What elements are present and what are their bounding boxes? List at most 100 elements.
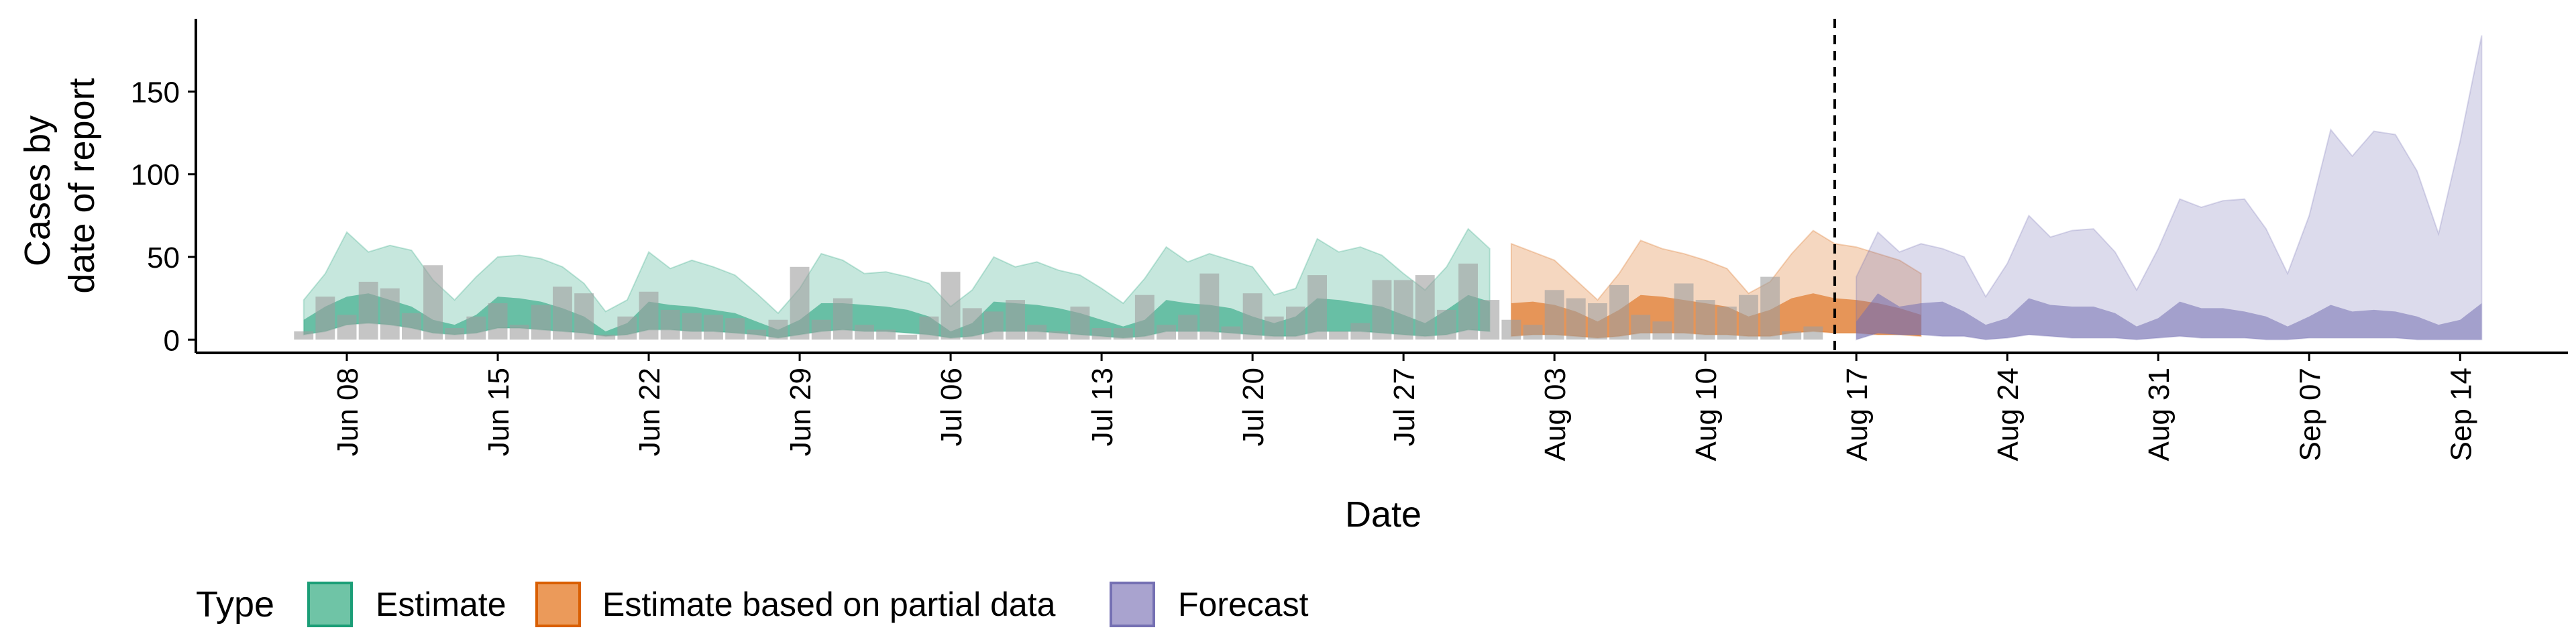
x-tick-label: Jul 06 <box>935 368 968 446</box>
observed-bar <box>1480 300 1500 340</box>
legend-swatch-estimate <box>307 582 353 627</box>
observed-bar <box>1372 280 1392 340</box>
observed-bar <box>1091 328 1112 340</box>
observed-bar <box>1006 300 1025 340</box>
observed-bar <box>876 329 896 340</box>
y-axis-label-line-2: date of report <box>62 78 102 293</box>
y-tick-label: 150 <box>131 76 180 109</box>
x-axis-ticks: Jun 08 Jun 15 Jun 22 Jun 29 Jul 06 Jul 13 Jul … <box>331 353 2477 461</box>
observed-bar <box>1307 275 1327 340</box>
observed-bar <box>1588 303 1607 340</box>
observed-bar <box>1501 319 1521 340</box>
observed-bar <box>574 293 594 340</box>
observed-bar <box>704 315 723 340</box>
y-axis-ticks: 0 50 100 150 <box>131 76 196 357</box>
observed-bar <box>983 311 1004 340</box>
observed-bar <box>1652 321 1672 340</box>
legend-swatch-forecast <box>1110 582 1155 627</box>
observed-bar <box>1544 290 1564 340</box>
observed-bar <box>1178 315 1198 340</box>
x-tick-label: Jun 08 <box>331 368 364 456</box>
observed-bar <box>1674 283 1694 340</box>
observed-bar <box>1134 294 1155 340</box>
observed-bar <box>315 297 335 340</box>
x-tick-label: Sep 07 <box>2294 368 2326 461</box>
legend-title: Type <box>196 584 274 625</box>
observed-bar <box>337 315 357 340</box>
series-forecast-inner-band <box>1856 293 2482 340</box>
x-tick-label: Aug 03 <box>1539 368 1572 461</box>
y-tick-label: 0 <box>164 324 180 357</box>
observed-bar <box>1609 284 1629 340</box>
observed-bar <box>488 303 508 340</box>
observed-bar <box>1437 309 1456 340</box>
observed-bar <box>1739 294 1758 340</box>
observed-bar <box>941 272 961 340</box>
x-tick-label: Jul 20 <box>1237 368 1270 446</box>
y-axis-label: Cases by date of report <box>17 78 102 293</box>
observed-bar <box>531 305 551 340</box>
observed-bar <box>1695 300 1715 340</box>
observed-bar <box>1782 331 1802 340</box>
y-tick-label: 100 <box>131 159 180 192</box>
observed-bar <box>1242 293 1263 340</box>
x-axis-label: Date <box>1345 494 1421 535</box>
observed-bar <box>466 316 486 340</box>
legend-label-partial: Estimate based on partial data <box>602 586 1056 623</box>
observed-bar <box>855 325 874 340</box>
observed-bar <box>380 288 400 340</box>
observed-bar <box>1027 325 1047 340</box>
observed-bars <box>294 263 1823 340</box>
observed-bar <box>811 319 831 340</box>
legend-label-estimate: Estimate <box>376 586 506 623</box>
legend-swatch-partial <box>535 582 581 627</box>
observed-bar <box>1523 325 1543 340</box>
y-tick-label: 50 <box>147 241 180 274</box>
observed-bar <box>1631 315 1651 340</box>
observed-bar <box>962 308 982 340</box>
observed-bar <box>1049 331 1069 340</box>
observed-bar <box>553 286 572 340</box>
observed-bar <box>1286 307 1305 340</box>
observed-bar <box>294 331 314 340</box>
x-tick-label: Aug 24 <box>1992 368 2025 461</box>
observed-bar <box>768 319 788 340</box>
observed-bar <box>682 313 702 340</box>
observed-bar <box>1221 326 1241 340</box>
observed-bar <box>1070 307 1090 340</box>
observed-bar <box>617 316 637 340</box>
x-tick-label: Jul 13 <box>1086 368 1119 446</box>
x-tick-label: Jul 27 <box>1388 368 1421 446</box>
observed-bar <box>639 291 659 340</box>
x-tick-label: Jun 15 <box>482 368 515 456</box>
observed-bar <box>1458 263 1478 340</box>
y-axis-label-line-1: Cases by <box>17 115 58 266</box>
observed-bar <box>790 266 810 340</box>
observed-bar <box>1415 275 1435 340</box>
observed-bar <box>747 329 767 340</box>
x-tick-label: Aug 31 <box>2143 368 2176 461</box>
observed-bar <box>833 298 853 340</box>
series-forecast-outer-band <box>1856 35 2483 341</box>
legend-label-forecast: Forecast <box>1178 586 1309 623</box>
x-tick-label: Aug 17 <box>1841 368 1874 461</box>
x-tick-label: Sep 14 <box>2445 368 2477 461</box>
observed-bar <box>1350 323 1371 340</box>
observed-bar <box>1329 331 1349 340</box>
observed-bar <box>1157 325 1176 340</box>
observed-bar <box>358 282 378 340</box>
observed-bar <box>1803 326 1823 340</box>
observed-bar <box>1566 298 1586 340</box>
x-tick-label: Jun 22 <box>633 368 666 456</box>
observed-bar <box>919 316 939 340</box>
observed-bar <box>445 328 465 340</box>
x-tick-label: Aug 10 <box>1690 368 1723 461</box>
observed-bar <box>1199 273 1220 340</box>
observed-bar <box>1393 280 1413 340</box>
legend: Type Estimate Estimate based on partial … <box>196 582 1309 627</box>
observed-bar <box>596 334 616 340</box>
observed-bar <box>1113 328 1133 340</box>
observed-bar <box>509 325 529 340</box>
observed-bar <box>1264 316 1284 340</box>
